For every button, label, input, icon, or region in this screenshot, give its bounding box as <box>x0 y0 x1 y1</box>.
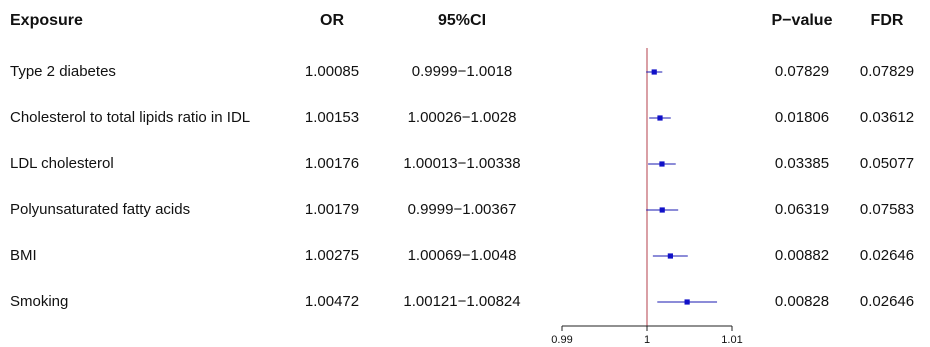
x-tick-label: 0.99 <box>551 334 572 346</box>
header-ci: 95%CI <box>437 12 487 29</box>
or-value: 1.00179 <box>304 201 360 218</box>
ci-value: 0.9999−1.00367 <box>407 201 517 218</box>
or-value: 1.00085 <box>304 63 360 80</box>
ci-value: 1.00121−1.00824 <box>403 293 521 310</box>
or-value: 1.00153 <box>304 109 360 126</box>
point-estimate <box>667 253 673 259</box>
pvalue-value: 0.01806 <box>774 109 830 126</box>
point-estimate <box>651 69 657 75</box>
header-pvalue: P−value <box>771 12 833 29</box>
header-exposure: Exposure <box>10 12 83 29</box>
fdr-value: 0.07829 <box>859 63 915 80</box>
x-tick-label: 1.01 <box>721 334 742 346</box>
pvalue-value: 0.07829 <box>774 63 830 80</box>
exposure-label: LDL cholesterol <box>10 155 114 172</box>
header-or: OR <box>320 12 344 29</box>
or-value: 1.00275 <box>304 247 360 264</box>
point-estimate <box>684 299 690 305</box>
or-value: 1.00176 <box>304 155 360 172</box>
fdr-value: 0.07583 <box>859 201 915 218</box>
exposure-label: Cholesterol to total lipids ratio in IDL <box>10 109 251 126</box>
pvalue-value: 0.00882 <box>774 247 830 264</box>
pvalue-value: 0.03385 <box>774 155 830 172</box>
ci-value: 0.9999−1.0018 <box>411 63 513 80</box>
fdr-value: 0.03612 <box>859 109 915 126</box>
exposure-label: Type 2 diabetes <box>10 63 116 80</box>
ci-value: 1.00069−1.0048 <box>407 247 517 264</box>
fdr-value: 0.05077 <box>859 155 915 172</box>
ci-value: 1.00026−1.0028 <box>407 109 517 126</box>
pvalue-value: 0.00828 <box>774 293 830 310</box>
exposure-label: Smoking <box>10 293 69 310</box>
exposure-label: BMI <box>10 247 37 264</box>
fdr-value: 0.02646 <box>859 293 915 310</box>
point-estimate <box>659 207 665 213</box>
pvalue-value: 0.06319 <box>774 201 830 218</box>
point-estimate <box>657 115 663 121</box>
ci-value: 1.00013−1.00338 <box>403 155 521 172</box>
header-fdr: FDR <box>870 12 904 29</box>
fdr-value: 0.02646 <box>859 247 915 264</box>
point-estimate <box>659 161 665 167</box>
or-value: 1.00472 <box>304 293 360 310</box>
x-tick-label: 1 <box>644 334 650 346</box>
exposure-label: Polyunsaturated fatty acids <box>10 201 191 218</box>
